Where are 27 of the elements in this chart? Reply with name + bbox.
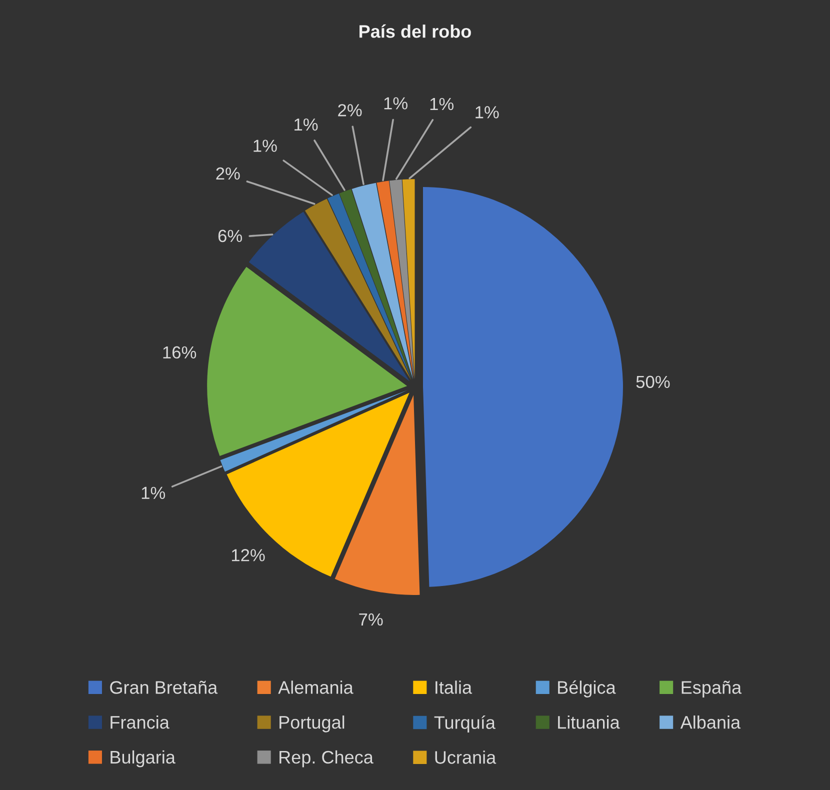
data-label: 6% bbox=[218, 230, 242, 242]
legend-label: Albania bbox=[680, 716, 741, 729]
legend-label: Italia bbox=[436, 680, 472, 694]
data-label: 1% bbox=[430, 98, 454, 110]
legend-label: Ucrania bbox=[435, 750, 496, 764]
data-label: 1% bbox=[142, 486, 166, 499]
data-label: 1% bbox=[294, 118, 318, 131]
data-label: 1% bbox=[254, 140, 277, 152]
data-label: 7% bbox=[359, 613, 383, 626]
data-label: 50% bbox=[636, 376, 670, 388]
legend-label: Rep. Checa bbox=[280, 750, 374, 768]
legend-label: Alemania bbox=[278, 680, 354, 694]
data-label: 2% bbox=[338, 104, 362, 116]
legend-label: Francia bbox=[110, 716, 170, 729]
data-label: 1% bbox=[476, 106, 499, 118]
data-label: 2% bbox=[216, 167, 240, 180]
data-label: 16% bbox=[163, 346, 196, 359]
chart-title: País del robo bbox=[360, 24, 471, 38]
legend-label: Turquía bbox=[434, 716, 496, 733]
legend-label: Portugal bbox=[280, 716, 344, 732]
legend-label: España bbox=[682, 680, 742, 698]
legend-label: Gran Bretaña bbox=[110, 680, 218, 694]
data-label: 12% bbox=[232, 549, 265, 562]
legend-label: Bélgica bbox=[558, 680, 616, 698]
data-label: 1% bbox=[384, 97, 408, 110]
legend-label: Bulgaria bbox=[110, 750, 176, 768]
legend-label: Lituania bbox=[558, 716, 620, 729]
